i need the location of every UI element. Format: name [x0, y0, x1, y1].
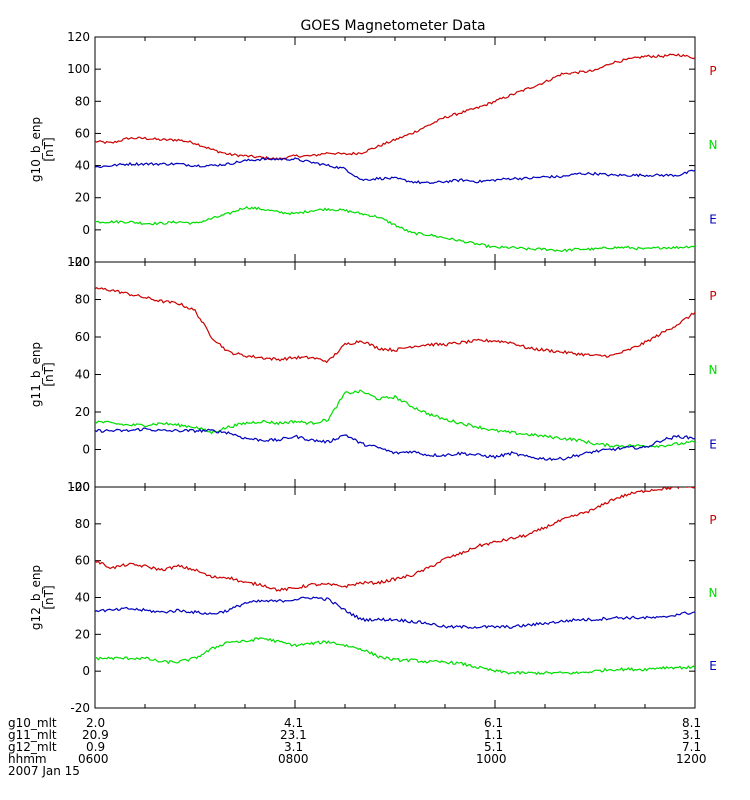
footer-row-value: 2.0	[86, 716, 106, 730]
footer-row-value: 3.1	[284, 740, 304, 754]
panel-frame	[94, 486, 696, 709]
legend-N: N	[709, 363, 718, 377]
y-tick-label: 40	[75, 159, 90, 173]
footer-table: g10_mlt 2.0 4.1 6.1 8.1 g11_mlt 20.9 23.…	[8, 717, 748, 783]
series-line-N	[95, 205, 695, 253]
y-axis-unit: [nT]	[42, 362, 56, 386]
y-axis-unit: [nT]	[42, 137, 56, 161]
legend-E: E	[709, 437, 717, 451]
legend-N: N	[709, 138, 718, 152]
y-axis-label: g11_b_enp	[29, 342, 43, 407]
footer-row-value: 7.1	[682, 740, 702, 754]
series-line-E	[95, 427, 695, 462]
footer-row-value: 4.1	[284, 716, 304, 730]
footer-row-value: 0600	[78, 752, 109, 766]
footer-row-value: 1.1	[484, 728, 504, 742]
series-line-P	[95, 53, 695, 161]
panel-frame	[94, 261, 696, 488]
legend-P: P	[709, 64, 716, 78]
panel-frame	[94, 36, 696, 263]
legend-N: N	[709, 586, 718, 600]
chart-title: GOES Magnetometer Data	[300, 18, 485, 34]
footer-row-label: g12_mlt	[8, 740, 57, 754]
y-tick-label: 100	[67, 62, 90, 76]
y-tick-label: 20	[75, 405, 90, 419]
footer-row-value: 0800	[278, 752, 309, 766]
footer-date: 2007 Jan 15	[8, 764, 80, 778]
y-axis-label: g12_b_enp	[29, 565, 43, 630]
y-tick-label: 120	[67, 30, 90, 44]
footer-row-label: g11_mlt	[8, 728, 57, 742]
y-tick-label: 100	[67, 255, 90, 269]
y-axis-unit: [nT]	[42, 585, 56, 609]
series-line-N	[95, 389, 695, 449]
y-tick-label: 0	[82, 664, 90, 678]
y-tick-label: 60	[75, 126, 90, 140]
legend-E: E	[709, 212, 717, 226]
y-tick-label: 40	[75, 368, 90, 382]
y-tick-label: -20	[70, 701, 90, 715]
y-tick-label: -20	[70, 480, 90, 494]
footer-row-value: 5.1	[484, 740, 504, 754]
footer-row-label: g10_mlt	[8, 716, 57, 730]
y-tick-label: 20	[75, 627, 90, 641]
footer-row-value: 0.9	[86, 740, 106, 754]
y-tick-label: 60	[75, 330, 90, 344]
y-tick-label: 80	[75, 293, 90, 307]
footer-row-value: 1200	[676, 752, 707, 766]
series-line-P	[95, 487, 695, 592]
y-tick-label: 20	[75, 191, 90, 205]
y-tick-label: 80	[75, 94, 90, 108]
footer-row-value: 20.9	[82, 728, 109, 742]
legend-P: P	[709, 289, 716, 303]
y-axis-label: g10_b_enp	[29, 117, 43, 182]
series-line-E	[95, 157, 695, 185]
legend-P: P	[709, 513, 716, 527]
y-tick-label: 0	[82, 223, 90, 237]
y-tick-label: 40	[75, 591, 90, 605]
y-tick-label: 0	[82, 443, 90, 457]
footer-row-value: 6.1	[484, 716, 504, 730]
footer-row-value: 23.1	[280, 728, 307, 742]
footer-row-value: 8.1	[682, 716, 702, 730]
y-tick-label: 60	[75, 554, 90, 568]
y-tick-label: 80	[75, 517, 90, 531]
series-line-P	[95, 286, 695, 364]
footer-row-label: hhmm	[8, 752, 47, 766]
y-tick-label: -20	[70, 255, 90, 269]
legend-E: E	[709, 659, 717, 673]
footer-row-value: 3.1	[682, 728, 702, 742]
series-line-N	[95, 637, 695, 676]
footer-row-value: 1000	[476, 752, 507, 766]
series-line-E	[95, 596, 695, 629]
y-tick-label: 100	[67, 480, 90, 494]
